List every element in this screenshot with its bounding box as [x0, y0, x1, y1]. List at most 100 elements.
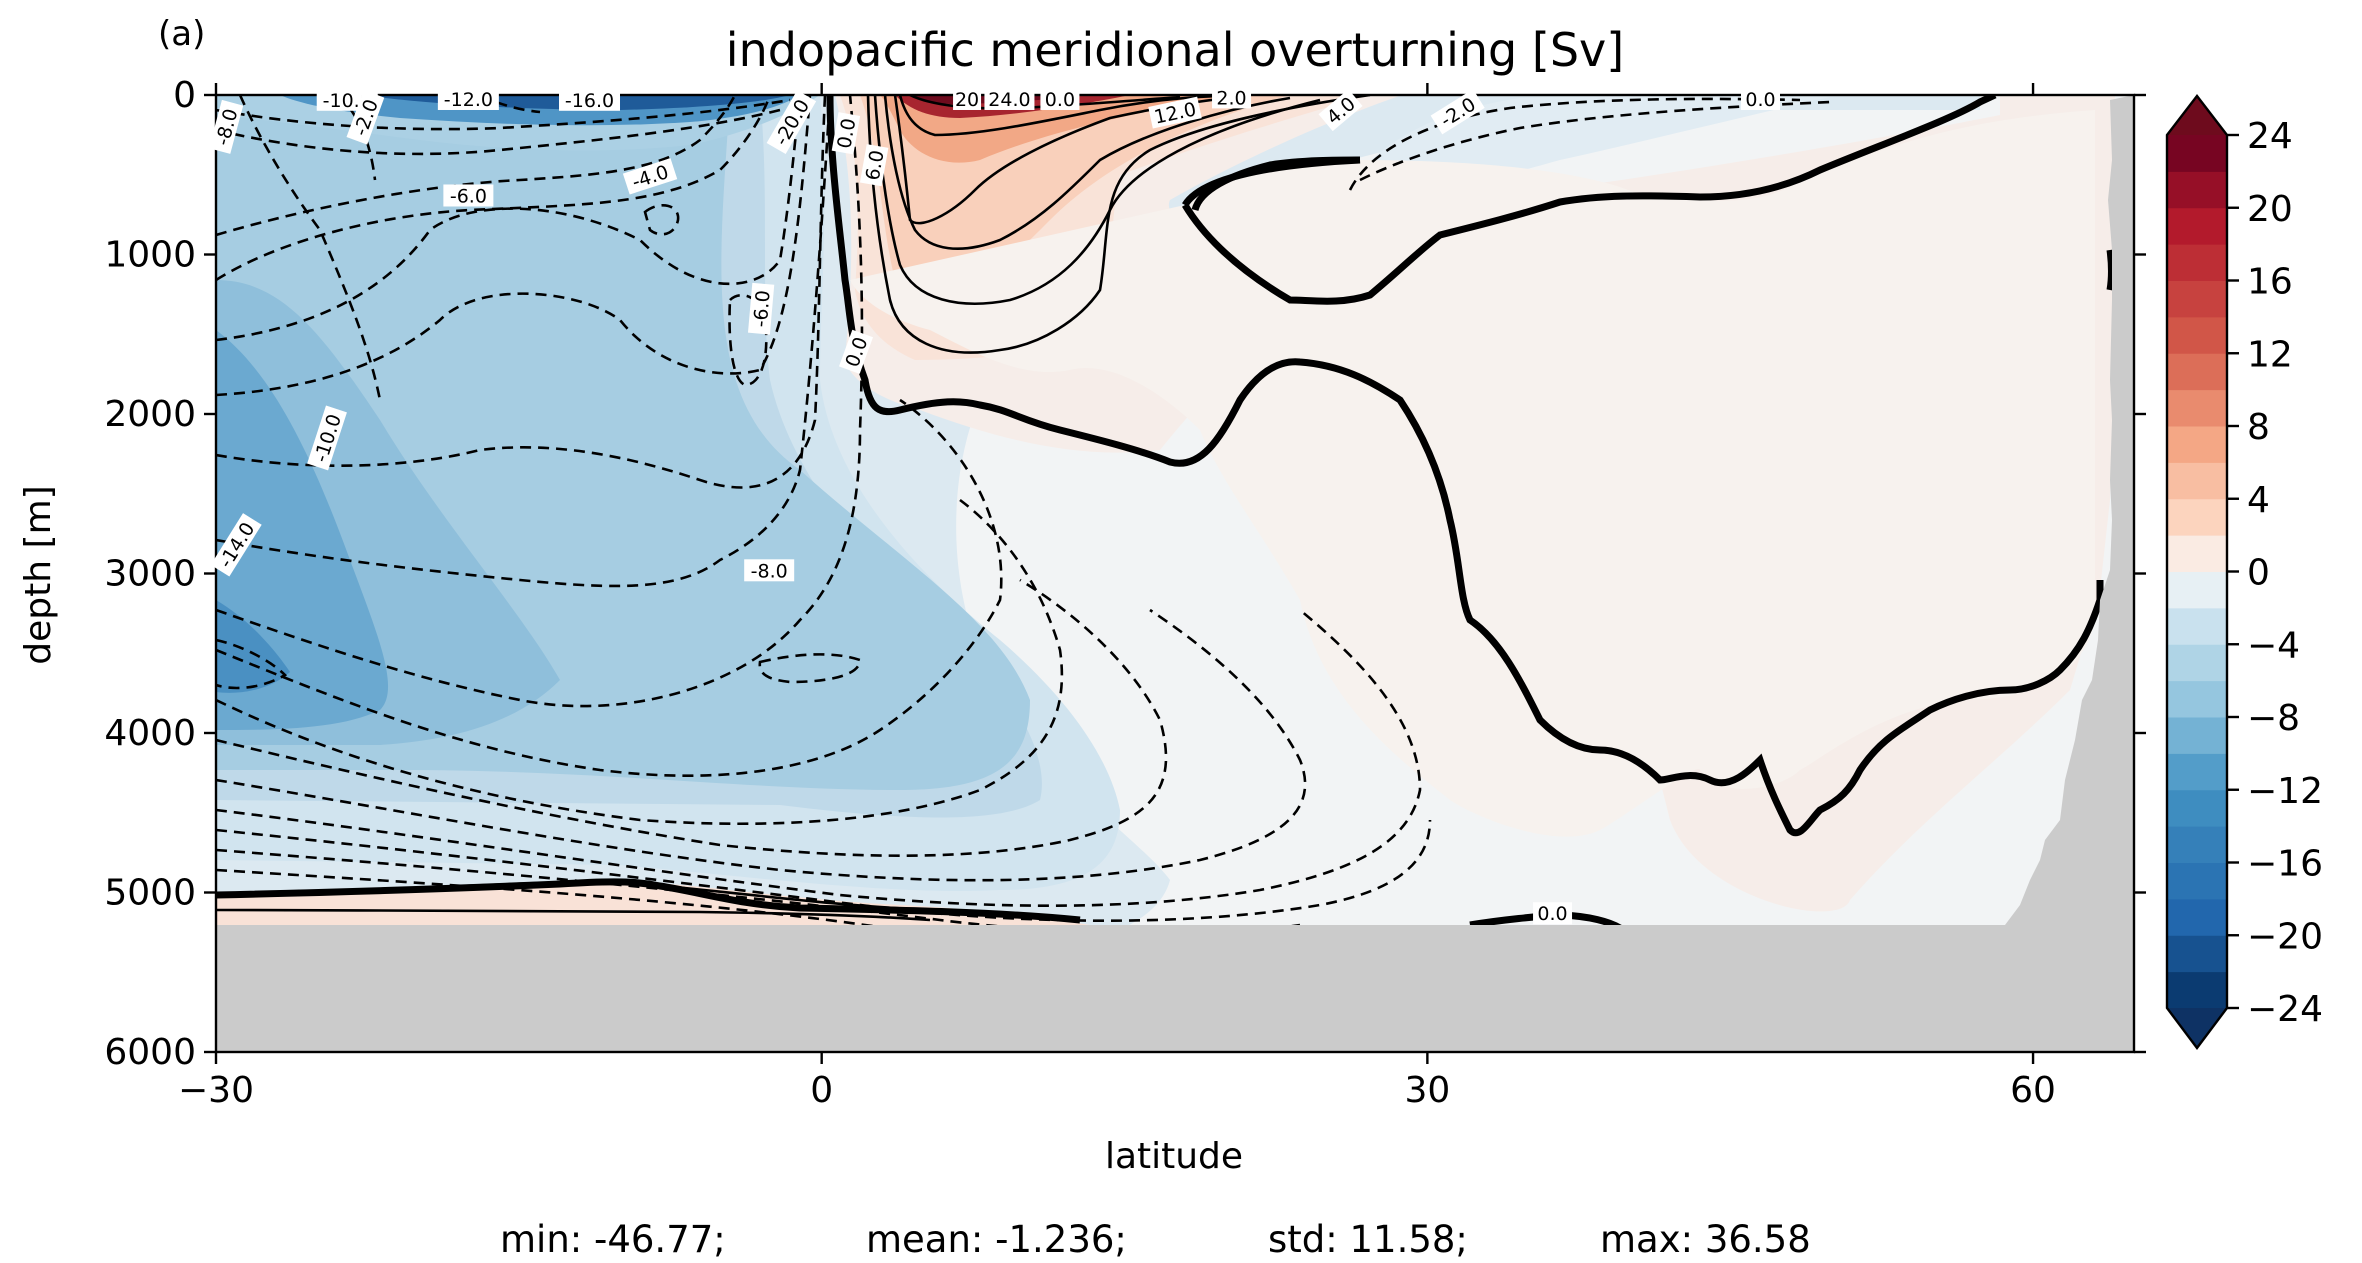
colorbar-band: [2167, 935, 2227, 973]
colorbar-tick-label: −16: [2247, 844, 2323, 885]
contour-label-bg: [766, 90, 817, 155]
topography-mask: [216, 95, 2134, 1052]
colorbar-band: [2167, 753, 2227, 791]
contour-label-bg: [208, 99, 244, 154]
contour-label-bg: [1148, 96, 1202, 129]
contour-label-bg: [559, 88, 621, 111]
contour-label: 0.0: [1040, 87, 1080, 111]
colorbar-tick-label: −12: [2247, 771, 2323, 812]
contour-label-bg: [831, 112, 861, 155]
contour-label-text: -16.0: [565, 90, 614, 112]
y-axis: 0 1000 2000 3000 4000 5000 6000: [104, 75, 2146, 1073]
contour-label-bg: [346, 90, 385, 145]
stat-min: min: -46.77;: [500, 1218, 726, 1261]
contour-label: 24.0: [984, 87, 1035, 111]
contour-label-text: 0.0: [1745, 89, 1775, 111]
chart-title: indopacific meridional overturning [Sv]: [726, 23, 1624, 77]
region-north-pos: [850, 110, 2095, 837]
x-axis: −30 0 30 60: [178, 83, 2056, 1111]
contour-label-text: -8.0: [751, 560, 788, 582]
colorbar-band: [2167, 389, 2227, 427]
contour-label: -6.0: [747, 282, 775, 335]
y-tick-label: 3000: [104, 554, 196, 595]
contour-label: -12.0: [437, 87, 499, 111]
colorbar-band: [2167, 680, 2227, 718]
colorbar-band: [2167, 353, 2227, 391]
contour-label-bg: [984, 87, 1035, 110]
contour-label-bg: [1318, 89, 1363, 132]
contour-label: 20: [953, 87, 982, 111]
colorbar-band: [2167, 535, 2227, 572]
colorbar-extend-top: [2167, 96, 2227, 135]
colorbar-tick-label: 20: [2247, 189, 2293, 230]
x-tick-label: 0: [810, 1070, 833, 1111]
colorbar-band: [2167, 462, 2227, 500]
colorbar-band: [2167, 971, 2227, 1009]
contour-label-bg: [1212, 86, 1252, 109]
contour-label-bg: [1430, 89, 1485, 135]
contour-label-text: -6.0: [450, 185, 487, 207]
stat-max: max: 36.58: [1600, 1218, 1811, 1261]
colorbar-band: [2167, 498, 2227, 536]
region-neg-12: [216, 330, 389, 730]
contour-label-text: -12.0: [444, 89, 493, 111]
y-axis-label: depth [m]: [18, 485, 59, 664]
contour-label-bg: [1040, 87, 1080, 110]
y-tick-label: 6000: [104, 1032, 196, 1073]
x-tick-label: −30: [178, 1070, 254, 1111]
contour-label-text: 6.0: [862, 149, 889, 183]
colorbar-band: [2167, 207, 2227, 245]
contour-label-bg: [210, 513, 262, 577]
contour-label-bg: [622, 158, 678, 195]
colorbar-tick-label: −24: [2247, 989, 2323, 1030]
panel-label: (a): [158, 14, 205, 54]
colorbar-tick-label: −8: [2247, 698, 2300, 739]
contour-label: 0.0: [1533, 902, 1573, 925]
colorbar-tick-label: −20: [2247, 916, 2323, 957]
stat-mean: mean: -1.236;: [866, 1218, 1127, 1261]
y-tick-label: 1000: [104, 235, 196, 276]
colorbar-tick-label: 12: [2247, 334, 2293, 375]
colorbar-band: [2167, 607, 2227, 645]
colorbar-band: [2167, 898, 2227, 936]
contour-label-text: -6.0: [750, 289, 775, 328]
colorbar-band: [2167, 826, 2227, 863]
contour-label-bg: [747, 282, 775, 335]
colorbar-band: [2167, 135, 2227, 172]
zero-contours: [216, 95, 2115, 932]
colorbar-tick-label: 0: [2247, 553, 2270, 594]
contour-label-bg: [859, 144, 889, 187]
negative-contours: [216, 95, 1831, 949]
x-tick-label: 30: [1404, 1070, 1450, 1111]
contour-label-bg: [1740, 87, 1780, 110]
y-tick-label: 2000: [104, 394, 196, 435]
contour-label-bg: [443, 184, 494, 207]
contour-label-text: 0.0: [1045, 89, 1075, 111]
stat-std: std: 11.58;: [1268, 1218, 1468, 1261]
colorbar-band: [2167, 244, 2227, 281]
contour-label-bg: [744, 559, 795, 582]
contour-label-bg: [1533, 902, 1573, 925]
contour-label: 4.0: [1318, 89, 1363, 132]
contour-label-text: 24.0: [988, 89, 1030, 111]
colorbar-band: [2167, 571, 2227, 609]
colorbar-band: [2167, 644, 2227, 682]
contour-label-text: 2.0: [1216, 87, 1246, 109]
contour-label-bg: [839, 329, 874, 374]
contour-label-text: 0.0: [1537, 903, 1567, 925]
contour-label-text: 20: [955, 89, 979, 111]
contour-label: 6.0: [859, 144, 889, 187]
contour-label: 0.0: [831, 112, 861, 155]
contour-label: 2.0: [1212, 86, 1252, 109]
x-tick-label: 60: [2010, 1070, 2056, 1111]
colorbar-band: [2167, 280, 2227, 318]
colorbar-band: [2167, 426, 2227, 463]
colorbar-tick-label: 16: [2247, 262, 2293, 303]
x-axis-label: latitude: [1105, 1136, 1243, 1177]
colorbar-tick-label: −4: [2247, 625, 2300, 666]
colorbar: 24 20 16 12 8 4 0 −4 −8 −12 −16 −20 −24: [2165, 94, 2323, 1050]
colorbar-band: [2167, 316, 2227, 354]
colorbar-tick-label: 24: [2247, 116, 2293, 157]
contour-label: 0.0: [1740, 87, 1780, 111]
